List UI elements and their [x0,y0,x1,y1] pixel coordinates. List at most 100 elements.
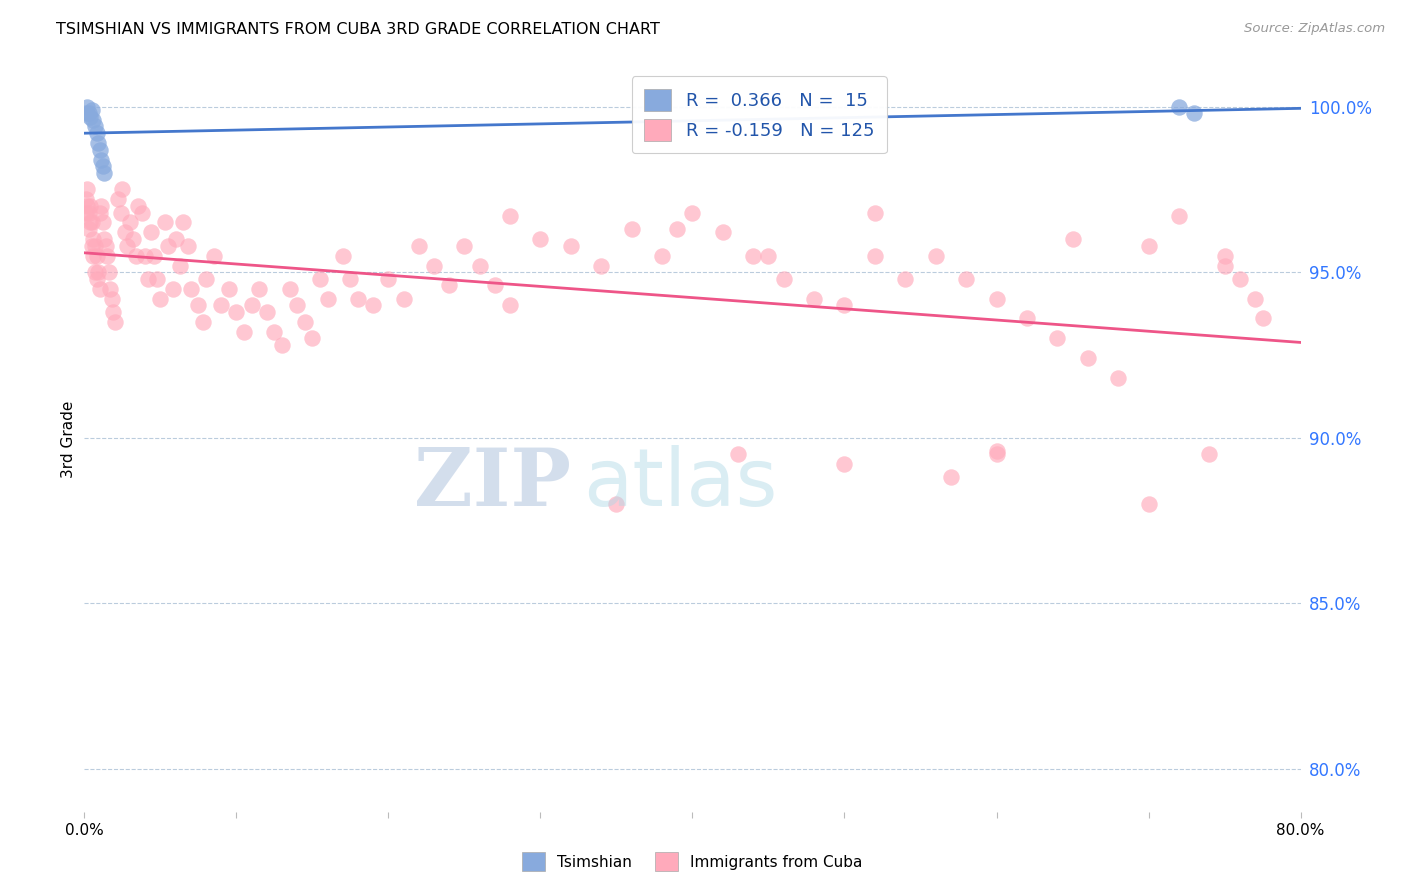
Point [1167,100,1189,114]
Point [256,305,278,319]
Point [96,249,118,263]
Point [986,292,1008,306]
Point [110,205,132,219]
Point [202,249,225,263]
Point [80,103,103,117]
Point [79,199,101,213]
Point [114,226,136,240]
Point [131,205,153,219]
Point [136,272,159,286]
Text: atlas: atlas [583,445,778,523]
Point [93,232,115,246]
Point [758,249,780,263]
Point [91,159,114,173]
Point [1107,371,1129,385]
Point [80,238,103,252]
Point [80,215,103,229]
Point [127,199,149,213]
Point [79,110,101,124]
Point [1137,497,1160,511]
Point [89,205,111,219]
Point [339,272,361,286]
Point [240,298,263,312]
Point [347,292,370,306]
Point [1137,238,1160,252]
Point [605,497,627,511]
Point [1077,351,1099,366]
Point [82,232,104,246]
Point [1198,447,1220,461]
Point [146,272,169,286]
Point [666,222,689,236]
Point [803,292,825,306]
Point [682,205,704,219]
Point [955,272,977,286]
Point [939,470,962,484]
Point [89,282,111,296]
Point [134,249,156,263]
Point [986,447,1008,461]
Point [75,192,97,206]
Point [233,325,256,339]
Point [742,249,765,263]
Point [86,126,108,140]
Point [104,315,127,329]
Point [834,298,856,312]
Point [169,259,191,273]
Point [392,292,415,306]
Point [141,226,163,240]
Point [1015,311,1038,326]
Point [651,249,673,263]
Point [91,215,114,229]
Point [87,265,110,279]
Point [90,199,112,213]
Point [180,282,202,296]
Point [149,292,172,306]
Point [218,282,240,296]
Point [271,338,294,352]
Point [834,457,856,471]
Point [103,305,125,319]
Point [87,136,110,150]
Point [98,282,121,296]
Point [89,143,111,157]
Point [100,292,122,306]
Point [1046,331,1069,345]
Point [86,249,108,263]
Point [107,192,129,206]
Point [177,238,200,252]
Point [361,298,384,312]
Point [143,249,166,263]
Point [75,205,97,219]
Point [332,249,354,263]
Point [225,305,247,319]
Point [195,272,218,286]
Point [423,259,446,273]
Point [1229,272,1251,286]
Point [863,205,886,219]
Point [162,282,184,296]
Point [727,447,749,461]
Point [77,106,100,120]
Point [84,238,107,252]
Point [1251,311,1274,326]
Point [925,249,948,263]
Point [75,106,97,120]
Point [316,292,339,306]
Point [1213,259,1236,273]
Point [620,222,643,236]
Point [79,215,101,229]
Point [294,315,316,329]
Point [499,209,522,223]
Point [172,215,194,229]
Point [187,298,209,312]
Point [278,282,301,296]
Point [84,265,107,279]
Point [499,298,522,312]
Text: TSIMSHIAN VS IMMIGRANTS FROM CUBA 3RD GRADE CORRELATION CHART: TSIMSHIAN VS IMMIGRANTS FROM CUBA 3RD GR… [56,22,659,37]
Point [1167,209,1189,223]
Point [591,259,613,273]
Point [165,232,187,246]
Legend: Tsimshian, Immigrants from Cuba: Tsimshian, Immigrants from Cuba [515,845,870,879]
Point [301,331,323,345]
